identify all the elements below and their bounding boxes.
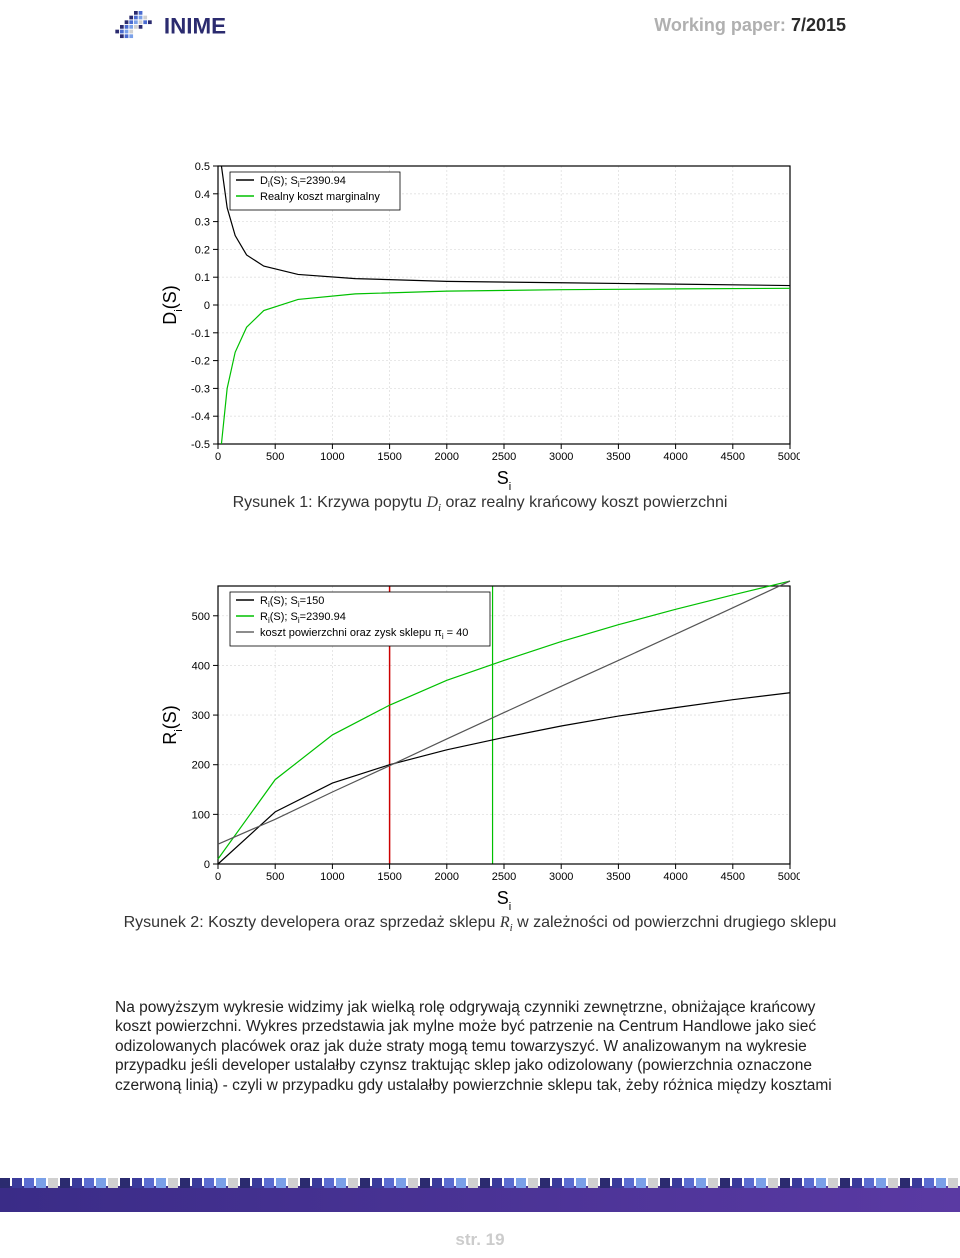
svg-text:5000: 5000	[778, 871, 800, 883]
svg-text:1500: 1500	[377, 451, 401, 463]
svg-text:koszt powierzchni oraz zysk sk: koszt powierzchni oraz zysk sklepu πi = …	[260, 627, 468, 641]
svg-text:INIME: INIME	[164, 13, 226, 38]
caption-math: R	[500, 914, 510, 931]
svg-text:100: 100	[192, 809, 210, 821]
chart-2: 0500100015002000250030003500400045005000…	[160, 580, 800, 910]
svg-text:-0.5: -0.5	[191, 439, 210, 451]
svg-text:0.3: 0.3	[195, 217, 210, 229]
figure-1-caption: Rysunek 1: Krzywa popytu Di oraz realny …	[0, 494, 960, 514]
svg-text:0: 0	[204, 859, 210, 871]
svg-text:0.1: 0.1	[195, 272, 210, 284]
chart-1: 0 500 1000 1500 2000 2500 3000 3500 4000 4500 5000…	[160, 160, 800, 490]
svg-text:Di(S): Di(S)	[160, 285, 185, 324]
figure-2: 0500100015002000250030003500400045005000…	[0, 580, 960, 934]
svg-text:Si: Si	[497, 888, 511, 910]
svg-text:Ri(S); Si=150: Ri(S); Si=150	[260, 595, 324, 609]
logo-inime: INIME	[110, 11, 270, 39]
svg-text:500: 500	[266, 451, 284, 463]
svg-text:0.2: 0.2	[195, 244, 210, 256]
svg-text:3000: 3000	[549, 451, 573, 463]
svg-text:3500: 3500	[606, 451, 630, 463]
caption-text: Rysunek 2: Koszty developera oraz sprzed…	[124, 914, 500, 931]
svg-text:1500: 1500	[377, 871, 401, 883]
svg-text:Si: Si	[497, 468, 511, 490]
svg-text:2000: 2000	[435, 871, 459, 883]
svg-text:-0.4: -0.4	[191, 411, 210, 423]
svg-text:1000: 1000	[320, 451, 344, 463]
svg-text:Ri(S); Si=2390.94: Ri(S); Si=2390.94	[260, 611, 346, 625]
footer-squares	[0, 1178, 960, 1190]
svg-text:300: 300	[192, 710, 210, 722]
wp-label: Working paper:	[654, 15, 786, 35]
svg-text:-0.3: -0.3	[191, 383, 210, 395]
svg-text:500: 500	[266, 871, 284, 883]
svg-text:0.5: 0.5	[195, 161, 210, 173]
page: INIME Working paper: 7/2015 050010001500…	[0, 0, 960, 1258]
working-paper-label: Working paper: 7/2015	[654, 15, 846, 36]
svg-text:400: 400	[192, 660, 210, 672]
svg-text:4000: 4000	[663, 871, 687, 883]
caption-suffix: w zależności od powierzchni drugiego skl…	[513, 914, 837, 931]
svg-text:Realny koszt marginalny: Realny koszt marginalny	[260, 191, 380, 203]
svg-text:2500: 2500	[492, 451, 516, 463]
caption-text: Rysunek 1: Krzywa popytu	[233, 494, 427, 511]
svg-text:-0.2: -0.2	[191, 356, 210, 368]
svg-text:200: 200	[192, 760, 210, 772]
svg-text:0.4: 0.4	[195, 189, 210, 201]
page-number: str. 19	[0, 1230, 960, 1250]
svg-text:-0.1: -0.1	[191, 328, 210, 340]
body-paragraph: Na powyższym wykresie widzimy jak wielką…	[115, 998, 846, 1095]
figure-2-caption: Rysunek 2: Koszty developera oraz sprzed…	[0, 914, 960, 934]
caption-suffix: oraz realny krańcowy koszt powierzchni	[441, 494, 727, 511]
caption-math: D	[426, 494, 438, 511]
header: INIME Working paper: 7/2015	[110, 8, 846, 42]
svg-text:2500: 2500	[492, 871, 516, 883]
svg-text:4000: 4000	[663, 451, 687, 463]
svg-text:4500: 4500	[721, 451, 745, 463]
wp-number: 7/2015	[791, 15, 846, 35]
svg-text:5000: 5000	[778, 451, 800, 463]
svg-text:Ri(S): Ri(S)	[160, 705, 185, 744]
figure-1: 0 500 1000 1500 2000 2500 3000 3500 4000 4500 5000…	[0, 160, 960, 514]
footer-strip	[0, 1186, 960, 1212]
svg-text:2000: 2000	[435, 451, 459, 463]
svg-text:0: 0	[204, 300, 210, 312]
svg-text:4500: 4500	[721, 871, 745, 883]
svg-text:1000: 1000	[320, 871, 344, 883]
svg-text:500: 500	[192, 611, 210, 623]
svg-text:0: 0	[215, 451, 221, 463]
svg-text:0: 0	[215, 871, 221, 883]
svg-text:3000: 3000	[549, 871, 573, 883]
svg-text:Di(S); Si=2390.94: Di(S); Si=2390.94	[260, 175, 346, 189]
svg-text:3500: 3500	[606, 871, 630, 883]
